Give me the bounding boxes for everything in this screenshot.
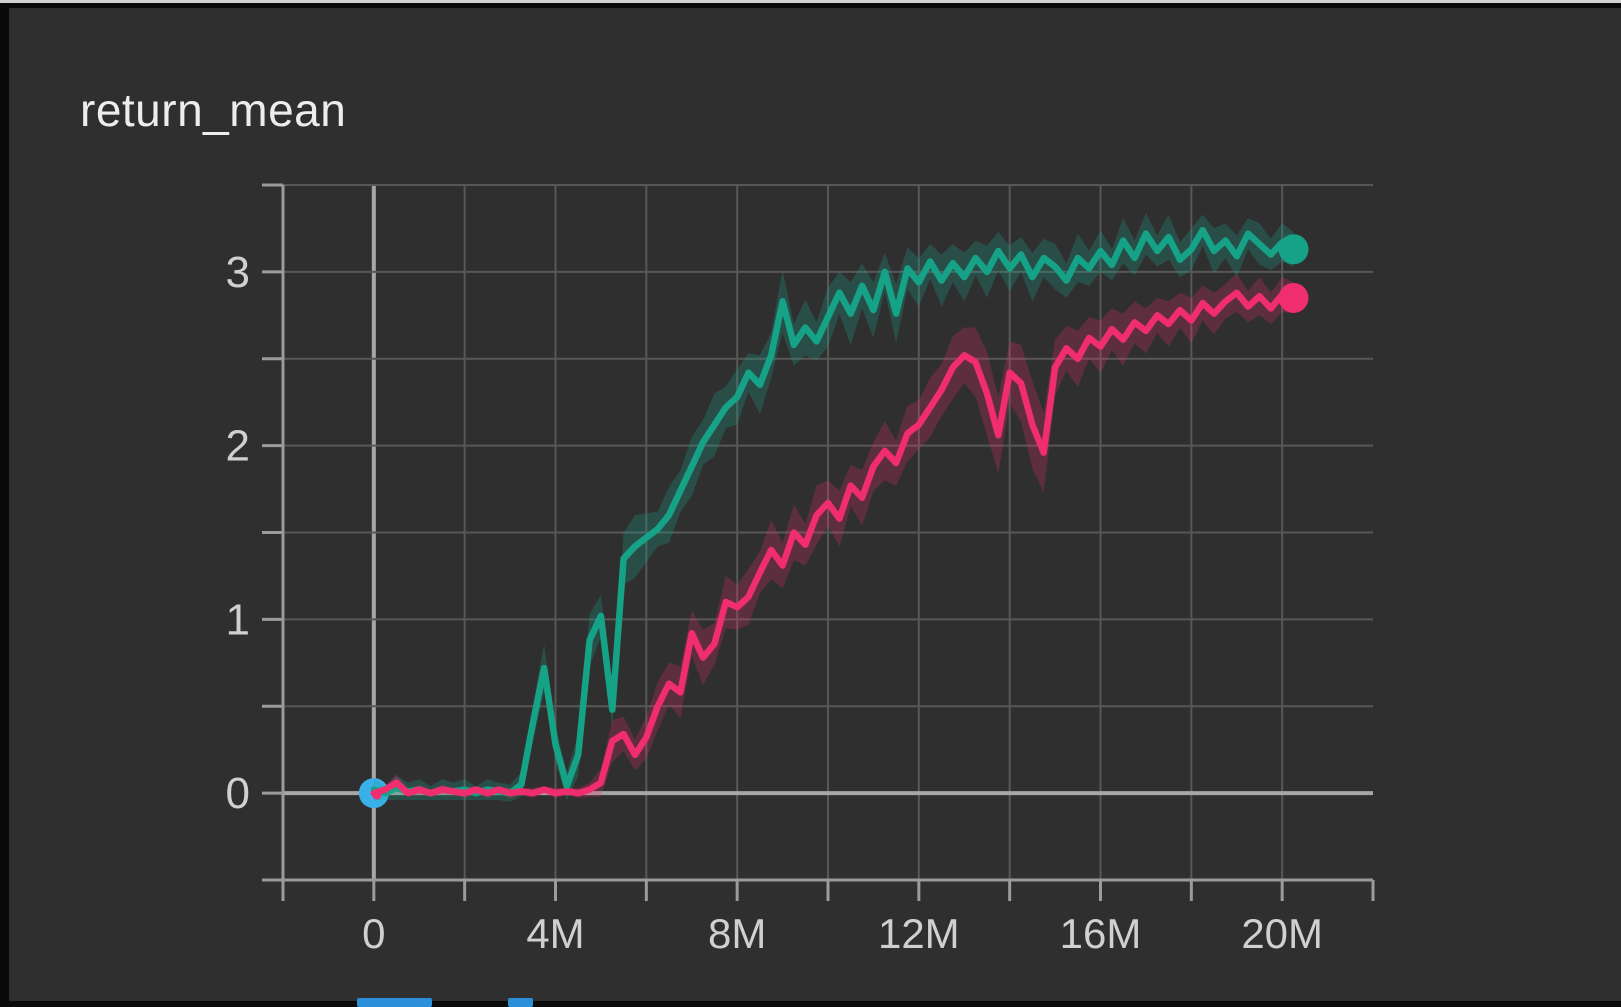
- run-pink-end-dot: [1278, 282, 1309, 313]
- run-pink-origin-dot: [372, 790, 382, 800]
- run-pink-band: [373, 273, 1294, 799]
- chart-panel: [9, 8, 1621, 1001]
- x-tick-label: 4M: [526, 910, 584, 957]
- legend-chip-1[interactable]: [357, 998, 432, 1007]
- chart-title: return_mean: [80, 84, 347, 136]
- y-tick-label: 3: [226, 248, 250, 297]
- x-tick-label: 0: [362, 910, 385, 957]
- x-tick-label: 20M: [1241, 910, 1323, 957]
- run-pink-line: [370, 289, 1297, 797]
- run-teal-end-dot: [1278, 234, 1309, 265]
- run-teal-line: [370, 226, 1297, 797]
- y-tick-label: 0: [226, 769, 250, 818]
- x-tick-label: 12M: [878, 910, 960, 957]
- x-tick-label: 8M: [708, 910, 766, 957]
- legend-chip-2[interactable]: [508, 998, 533, 1007]
- y-tick-label: 2: [226, 422, 250, 471]
- x-tick-label: 16M: [1060, 910, 1142, 957]
- y-tick-label: 1: [226, 595, 250, 644]
- window-top-edge: [0, 0, 1621, 3]
